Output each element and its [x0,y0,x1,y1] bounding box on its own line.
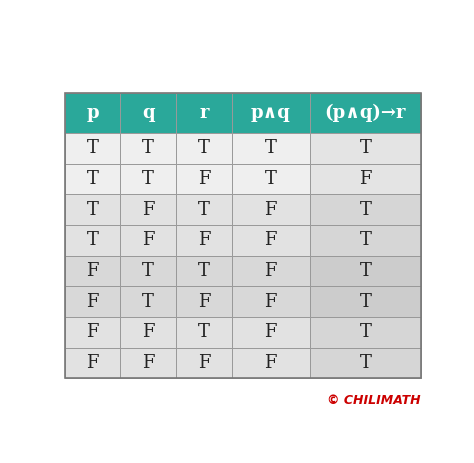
Bar [232,163,310,194]
Bar [65,93,120,133]
Bar [232,256,310,286]
Text: T: T [87,170,99,188]
Text: F: F [142,200,155,219]
Text: F: F [264,293,277,311]
Bar [232,348,310,378]
Bar [176,286,232,317]
Text: F: F [86,262,99,280]
Text: T: T [87,139,99,157]
Text: T: T [87,231,99,249]
Text: F: F [198,354,210,372]
Bar [176,256,232,286]
Text: F: F [86,293,99,311]
Text: © CHILIMATH: © CHILIMATH [328,394,421,407]
Text: F: F [264,354,277,372]
Bar [120,93,176,133]
Text: F: F [359,170,372,188]
Bar [232,194,310,225]
Text: T: T [87,200,99,219]
Bar [232,225,310,256]
Bar [310,93,421,133]
Bar [310,194,421,225]
Text: F: F [264,262,277,280]
Text: T: T [265,170,277,188]
Text: T: T [142,293,154,311]
Text: T: T [198,139,210,157]
Bar [120,225,176,256]
Bar [65,348,120,378]
Bar [176,194,232,225]
Bar [310,256,421,286]
Text: F: F [264,323,277,341]
Bar [310,163,421,194]
Text: F: F [198,231,210,249]
Bar [120,348,176,378]
Bar [65,133,120,163]
Text: F: F [86,323,99,341]
Bar [310,286,421,317]
Text: F: F [264,200,277,219]
Text: T: T [265,139,277,157]
Bar [65,194,120,225]
Bar [310,317,421,348]
Bar [65,317,120,348]
Bar [120,317,176,348]
Text: F: F [142,354,155,372]
Text: T: T [359,293,371,311]
Text: F: F [86,354,99,372]
Bar [120,286,176,317]
Text: T: T [142,139,154,157]
Text: T: T [359,231,371,249]
Text: F: F [198,293,210,311]
Text: T: T [198,323,210,341]
Text: T: T [198,200,210,219]
Bar [310,348,421,378]
Bar [120,194,176,225]
Bar [176,163,232,194]
Text: T: T [359,200,371,219]
Text: r: r [199,104,209,122]
Bar [176,93,232,133]
Bar [232,317,310,348]
Bar [65,225,120,256]
Text: q: q [142,104,155,122]
Bar [232,133,310,163]
Bar [232,286,310,317]
Text: F: F [142,323,155,341]
Bar [120,163,176,194]
Text: T: T [359,354,371,372]
Bar [176,225,232,256]
Text: T: T [142,262,154,280]
Bar [120,133,176,163]
Text: T: T [198,262,210,280]
Text: p: p [86,104,99,122]
Bar [310,133,421,163]
Text: F: F [198,170,210,188]
Bar [176,348,232,378]
Bar [65,93,421,378]
Bar [65,256,120,286]
Text: T: T [359,323,371,341]
Text: p∧q: p∧q [251,104,291,122]
Text: T: T [359,262,371,280]
Bar [65,163,120,194]
Text: T: T [359,139,371,157]
Bar [120,256,176,286]
Text: T: T [142,170,154,188]
Text: (p∧q)→r: (p∧q)→r [325,104,406,122]
Text: F: F [264,231,277,249]
Bar [176,133,232,163]
Bar [232,93,310,133]
Bar [65,286,120,317]
Bar [310,225,421,256]
Bar [176,317,232,348]
Text: F: F [142,231,155,249]
